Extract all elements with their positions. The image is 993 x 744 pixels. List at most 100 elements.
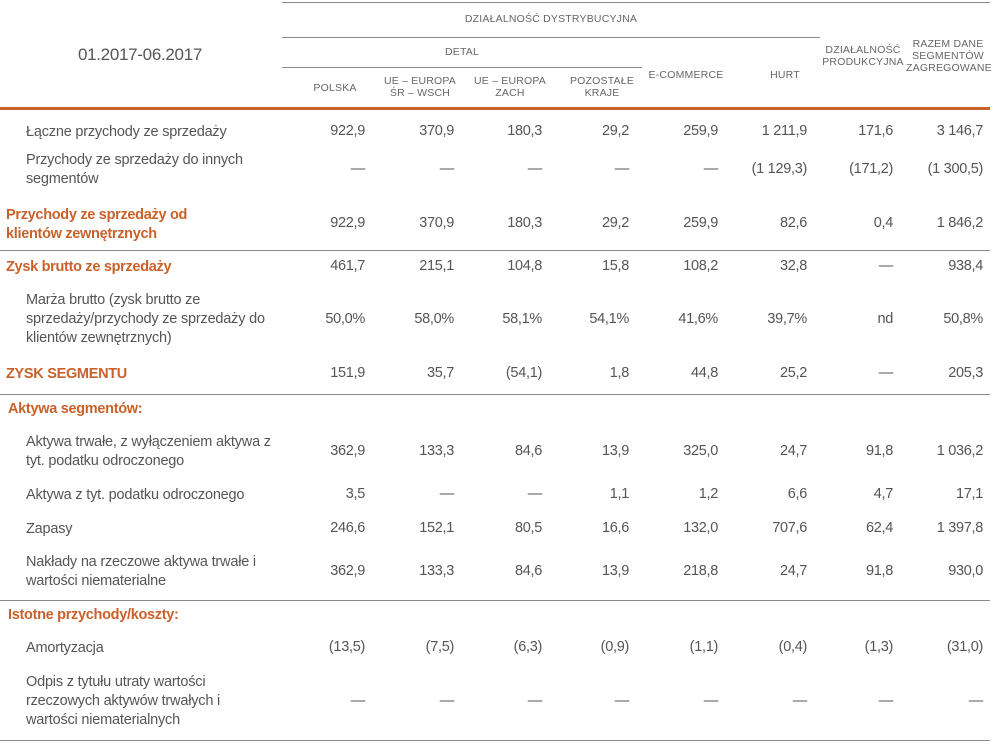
- row-label-highlight: Przychody ze sprzedaży od klientów zewnę…: [6, 207, 188, 242]
- cell: 62,4: [865, 520, 893, 536]
- row-label: Nakłady na rzeczowe aktywa trwałe i wart…: [26, 554, 256, 589]
- cell: 15,8: [601, 258, 629, 274]
- row-label-highlight: Zysk brutto ze sprzedaży: [6, 259, 172, 275]
- cell: (1 129,3): [751, 161, 808, 177]
- cell: 13,9: [601, 563, 629, 579]
- cell: 938,4: [948, 258, 983, 274]
- cell: —: [350, 161, 366, 177]
- cell: 370,9: [419, 215, 454, 231]
- cell: 24,7: [779, 563, 807, 579]
- cell: 17,1: [955, 486, 983, 502]
- cell: 362,9: [330, 563, 365, 579]
- header-distribution-rule: [282, 37, 820, 38]
- cell: —: [350, 693, 366, 709]
- cell: 132,0: [683, 520, 718, 536]
- section-heading-costs: Istotne przychody/koszty:: [8, 607, 179, 623]
- cell: (1,3): [864, 639, 894, 655]
- cell: 82,6: [779, 215, 807, 231]
- cell: 246,6: [330, 520, 365, 536]
- cell: 1 397,8: [936, 520, 984, 536]
- cell: 13,9: [601, 443, 629, 459]
- cell: 325,0: [683, 443, 718, 459]
- col-header-produkcyjna: DZIAŁALNOŚĆ PRODUKCYJNA: [822, 44, 904, 68]
- row-divider: [0, 250, 990, 251]
- cell: 24,7: [779, 443, 807, 459]
- row-label: Odpis z tytułu utraty wartości rzeczowyc…: [26, 674, 221, 728]
- cell: —: [439, 693, 455, 709]
- header-bottom-rule: [0, 107, 990, 110]
- cell: 29,2: [601, 215, 629, 231]
- cell: —: [527, 486, 543, 502]
- cell: 370,9: [419, 123, 454, 139]
- cell: 54,1%: [589, 311, 629, 327]
- cell: 39,7%: [767, 311, 807, 327]
- cell: 3 146,7: [936, 123, 984, 139]
- cell: 218,8: [683, 563, 718, 579]
- cell: 41,6%: [678, 311, 718, 327]
- cell: (6,3): [513, 639, 543, 655]
- cell: 151,9: [330, 365, 365, 381]
- cell: (54,1): [505, 365, 542, 381]
- cell: (1 300,5): [927, 161, 984, 177]
- cell: 362,9: [330, 443, 365, 459]
- row-label: Przychody ze sprzedaży do innych segment…: [26, 152, 243, 187]
- row-divider: [0, 394, 990, 395]
- cell: 259,9: [683, 215, 718, 231]
- row-label: Marża brutto (zysk brutto ze sprzedaży/p…: [26, 292, 265, 346]
- cell: —: [439, 486, 455, 502]
- cell: 58,0%: [414, 311, 454, 327]
- cell: (31,0): [946, 639, 983, 655]
- cell: 707,6: [772, 520, 807, 536]
- cell: 1,1: [609, 486, 630, 502]
- cell: 133,3: [419, 563, 454, 579]
- cell: (171,2): [849, 161, 893, 177]
- cell: 205,3: [948, 365, 983, 381]
- cell: —: [968, 693, 984, 709]
- col-header-ecommerce: E-COMMERCE: [648, 69, 724, 81]
- cell: —: [527, 161, 543, 177]
- cell: 215,1: [419, 258, 454, 274]
- row-label: Łączne przychody ze sprzedaży: [26, 124, 227, 140]
- cell: 1 211,9: [761, 123, 808, 139]
- cell: 35,7: [426, 365, 454, 381]
- cell: 0,4: [873, 215, 894, 231]
- cell: 58,1%: [502, 311, 542, 327]
- cell: 922,9: [330, 123, 365, 139]
- cell: 152,1: [419, 520, 454, 536]
- cell: (0,9): [600, 639, 630, 655]
- cell: —: [703, 693, 719, 709]
- row-label: Zapasy: [26, 521, 73, 537]
- row-label-highlight: ZYSK SEGMENTU: [6, 366, 127, 382]
- cell: 50,8%: [943, 311, 983, 327]
- cell: —: [792, 693, 808, 709]
- col-header-razem: RAZEM DANE SEGMENTÓW ZAGREGOWANE: [906, 38, 992, 74]
- col-header-pozostale: POZOSTAŁE KRAJE: [569, 75, 635, 99]
- cell: 32,8: [779, 258, 807, 274]
- cell: 16,6: [601, 520, 629, 536]
- row-label: Aktywa z tyt. podatku odroczonego: [26, 487, 245, 503]
- cell: 1 036,2: [936, 443, 984, 459]
- cell: 84,6: [514, 443, 542, 459]
- cell: 930,0: [948, 563, 983, 579]
- cell: 180,3: [507, 123, 542, 139]
- cell: —: [527, 693, 543, 709]
- cell: 1,2: [698, 486, 719, 502]
- cell: 922,9: [330, 215, 365, 231]
- cell: 50,0%: [325, 311, 365, 327]
- cell: 104,8: [507, 258, 542, 274]
- cell: 3,5: [345, 486, 366, 502]
- cell: 84,6: [514, 563, 542, 579]
- col-header-hurt: HURT: [770, 69, 800, 81]
- cell: —: [878, 693, 894, 709]
- header-top-rule: [282, 2, 990, 3]
- cell: (7,5): [425, 639, 455, 655]
- table-bottom-rule: [0, 740, 990, 741]
- cell: 133,3: [419, 443, 454, 459]
- cell: 1,8: [609, 365, 630, 381]
- cell: 180,3: [507, 215, 542, 231]
- section-heading-assets: Aktywa segmentów:: [8, 401, 143, 417]
- period-label: 01.2017-06.2017: [77, 45, 203, 64]
- row-divider: [0, 600, 990, 601]
- cell: —: [614, 161, 630, 177]
